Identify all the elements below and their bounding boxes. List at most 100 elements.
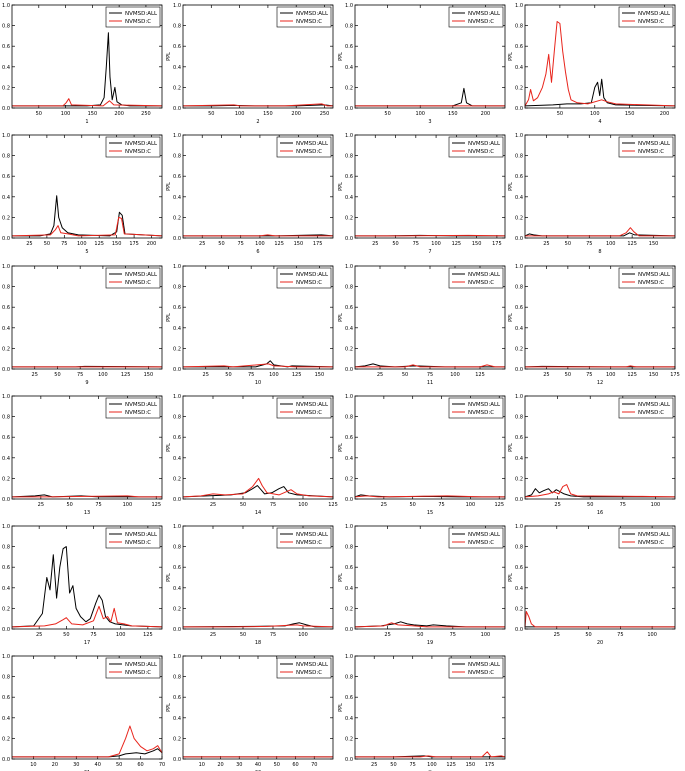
x-tick-label: 25 <box>210 632 216 638</box>
y-tick-label: 1.0 <box>173 524 181 530</box>
y-tick-label: 0.4 <box>345 195 353 201</box>
plot-frame <box>524 134 676 239</box>
legend-box <box>448 397 504 419</box>
y-tick-label: 0.4 <box>2 195 10 201</box>
y-tick-label: 0.0 <box>2 627 10 633</box>
series-line-nvmsd-c <box>11 216 163 237</box>
legend: NVMSD:ALL NVMSD:C <box>276 267 332 289</box>
y-tick-label: 0.4 <box>515 456 523 462</box>
y-tick-label: 1.0 <box>345 133 353 139</box>
x-tick-label: 75 <box>450 632 456 638</box>
series-line-nvmsd-c <box>525 365 675 368</box>
series-line-nvmsd-c <box>354 622 505 628</box>
legend-label: NVMSD:ALL <box>125 662 158 668</box>
y-tick-label: 0.6 <box>515 435 523 441</box>
series-line-nvmsd-c <box>12 725 163 758</box>
legend-label: NVMSD:ALL <box>638 532 671 538</box>
legend-label: NVMSD:C <box>638 280 664 286</box>
y-tick-label: 0.2 <box>515 85 523 91</box>
x-tick-label: 250 <box>320 111 330 117</box>
y-tick-label: 0.4 <box>345 456 353 462</box>
x-tick-label: 150 <box>448 111 458 117</box>
y-tick-label: 0.0 <box>345 367 353 373</box>
plot-frame <box>11 395 163 500</box>
x-tick-label: 25 <box>554 502 560 508</box>
y-tick-label: 0.0 <box>173 106 181 112</box>
y-tick-label: 1.0 <box>515 264 523 270</box>
y-axis-label: PPL <box>0 313 1 322</box>
y-tick-label: 0.2 <box>2 606 10 612</box>
plot-frame <box>524 4 676 109</box>
y-tick-label: 0.4 <box>173 586 181 592</box>
legend-label: NVMSD:ALL <box>296 141 329 147</box>
y-tick-label: 0.8 <box>515 285 523 291</box>
y-tick-label: 0.0 <box>173 627 181 633</box>
legend-box <box>276 6 332 28</box>
x-tick-label: 40 <box>95 762 101 768</box>
legend-label: NVMSD:C <box>468 410 494 416</box>
x-tick-label: 100 <box>647 632 657 638</box>
y-tick-label: 0.8 <box>515 24 523 30</box>
y-axis-label: PPL <box>166 573 172 582</box>
y-tick-label: 0.8 <box>2 285 10 291</box>
chart-panel-19: 0.0 0.2 0.4 0.6 0.8 1.0 25 50 75 100 PPL 19 NVMSD:AL… <box>338 524 506 646</box>
legend-label: NVMSD:ALL <box>468 532 501 538</box>
x-tick-label: 150 <box>466 762 476 768</box>
x-tick-label: 100 <box>606 241 616 247</box>
y-tick-label: 0.8 <box>515 545 523 551</box>
y-tick-label: 0.4 <box>173 326 181 332</box>
x-tick-label: 150 <box>88 111 98 117</box>
x-tick-label: 10 <box>30 762 36 768</box>
legend-label: NVMSD:C <box>468 19 494 25</box>
y-tick-label: 0.6 <box>173 44 181 50</box>
x-tick-label: 125 <box>446 762 456 768</box>
y-tick-label: 0.4 <box>515 586 523 592</box>
x-tick-label: 175 <box>492 241 502 247</box>
x-axis-label: 18 <box>255 640 261 646</box>
y-tick-label: 0.4 <box>173 65 181 71</box>
x-tick-label: 175 <box>129 241 139 247</box>
legend-label: NVMSD:ALL <box>125 141 158 147</box>
y-tick-label: 0.8 <box>2 415 10 421</box>
x-tick-label: 75 <box>410 762 416 768</box>
y-tick-label: 0.0 <box>173 497 181 503</box>
y-tick-label: 1.0 <box>173 654 181 660</box>
x-tick-label: 25 <box>38 502 44 508</box>
y-tick-label: 0.2 <box>345 215 353 221</box>
x-tick-label: 75 <box>270 632 276 638</box>
x-tick-label: 25 <box>26 241 32 247</box>
x-tick-label: 125 <box>494 502 504 508</box>
legend: NVMSD:ALL NVMSD:C <box>105 397 161 419</box>
y-tick-label: 0.4 <box>345 586 353 592</box>
legend-label: NVMSD:C <box>638 149 664 155</box>
y-tick-label: 0.0 <box>173 367 181 373</box>
chart-panel-21: 0.00.20.40.60.81.010203040506070PPL21NVM… <box>0 654 165 771</box>
y-tick-label: 0.2 <box>2 346 10 352</box>
x-axis-label: 17 <box>84 640 90 646</box>
y-tick-label: 0.0 <box>345 106 353 112</box>
y-tick-label: 0.6 <box>173 305 181 311</box>
legend-label: NVMSD:C <box>125 540 151 546</box>
x-tick-label: 100 <box>651 502 661 508</box>
x-tick-label: 150 <box>625 111 635 117</box>
legend-box <box>276 657 332 679</box>
x-tick-label: 200 <box>147 241 157 247</box>
series-line-nvmsd-all <box>12 195 163 237</box>
x-tick-label: 150 <box>263 111 273 117</box>
x-tick-label: 100 <box>427 762 437 768</box>
legend-box <box>618 397 674 419</box>
y-tick-label: 1.0 <box>345 654 353 660</box>
legend: NVMSD:ALL NVMSD:C <box>276 397 332 419</box>
legend-label: NVMSD:C <box>125 410 151 416</box>
x-axis-label: 14 <box>255 510 261 516</box>
legend-label: NVMSD:C <box>638 410 664 416</box>
x-tick-label: 70 <box>159 762 165 768</box>
x-tick-label: 125 <box>452 241 462 247</box>
x-tick-label: 200 <box>291 111 301 117</box>
x-tick-label: 150 <box>315 372 325 378</box>
x-tick-label: 125 <box>121 372 131 378</box>
legend-label: NVMSD:ALL <box>468 402 501 408</box>
legend-box <box>105 6 161 28</box>
y-tick-label: 0.4 <box>173 456 181 462</box>
x-tick-label: 20 <box>217 762 223 768</box>
